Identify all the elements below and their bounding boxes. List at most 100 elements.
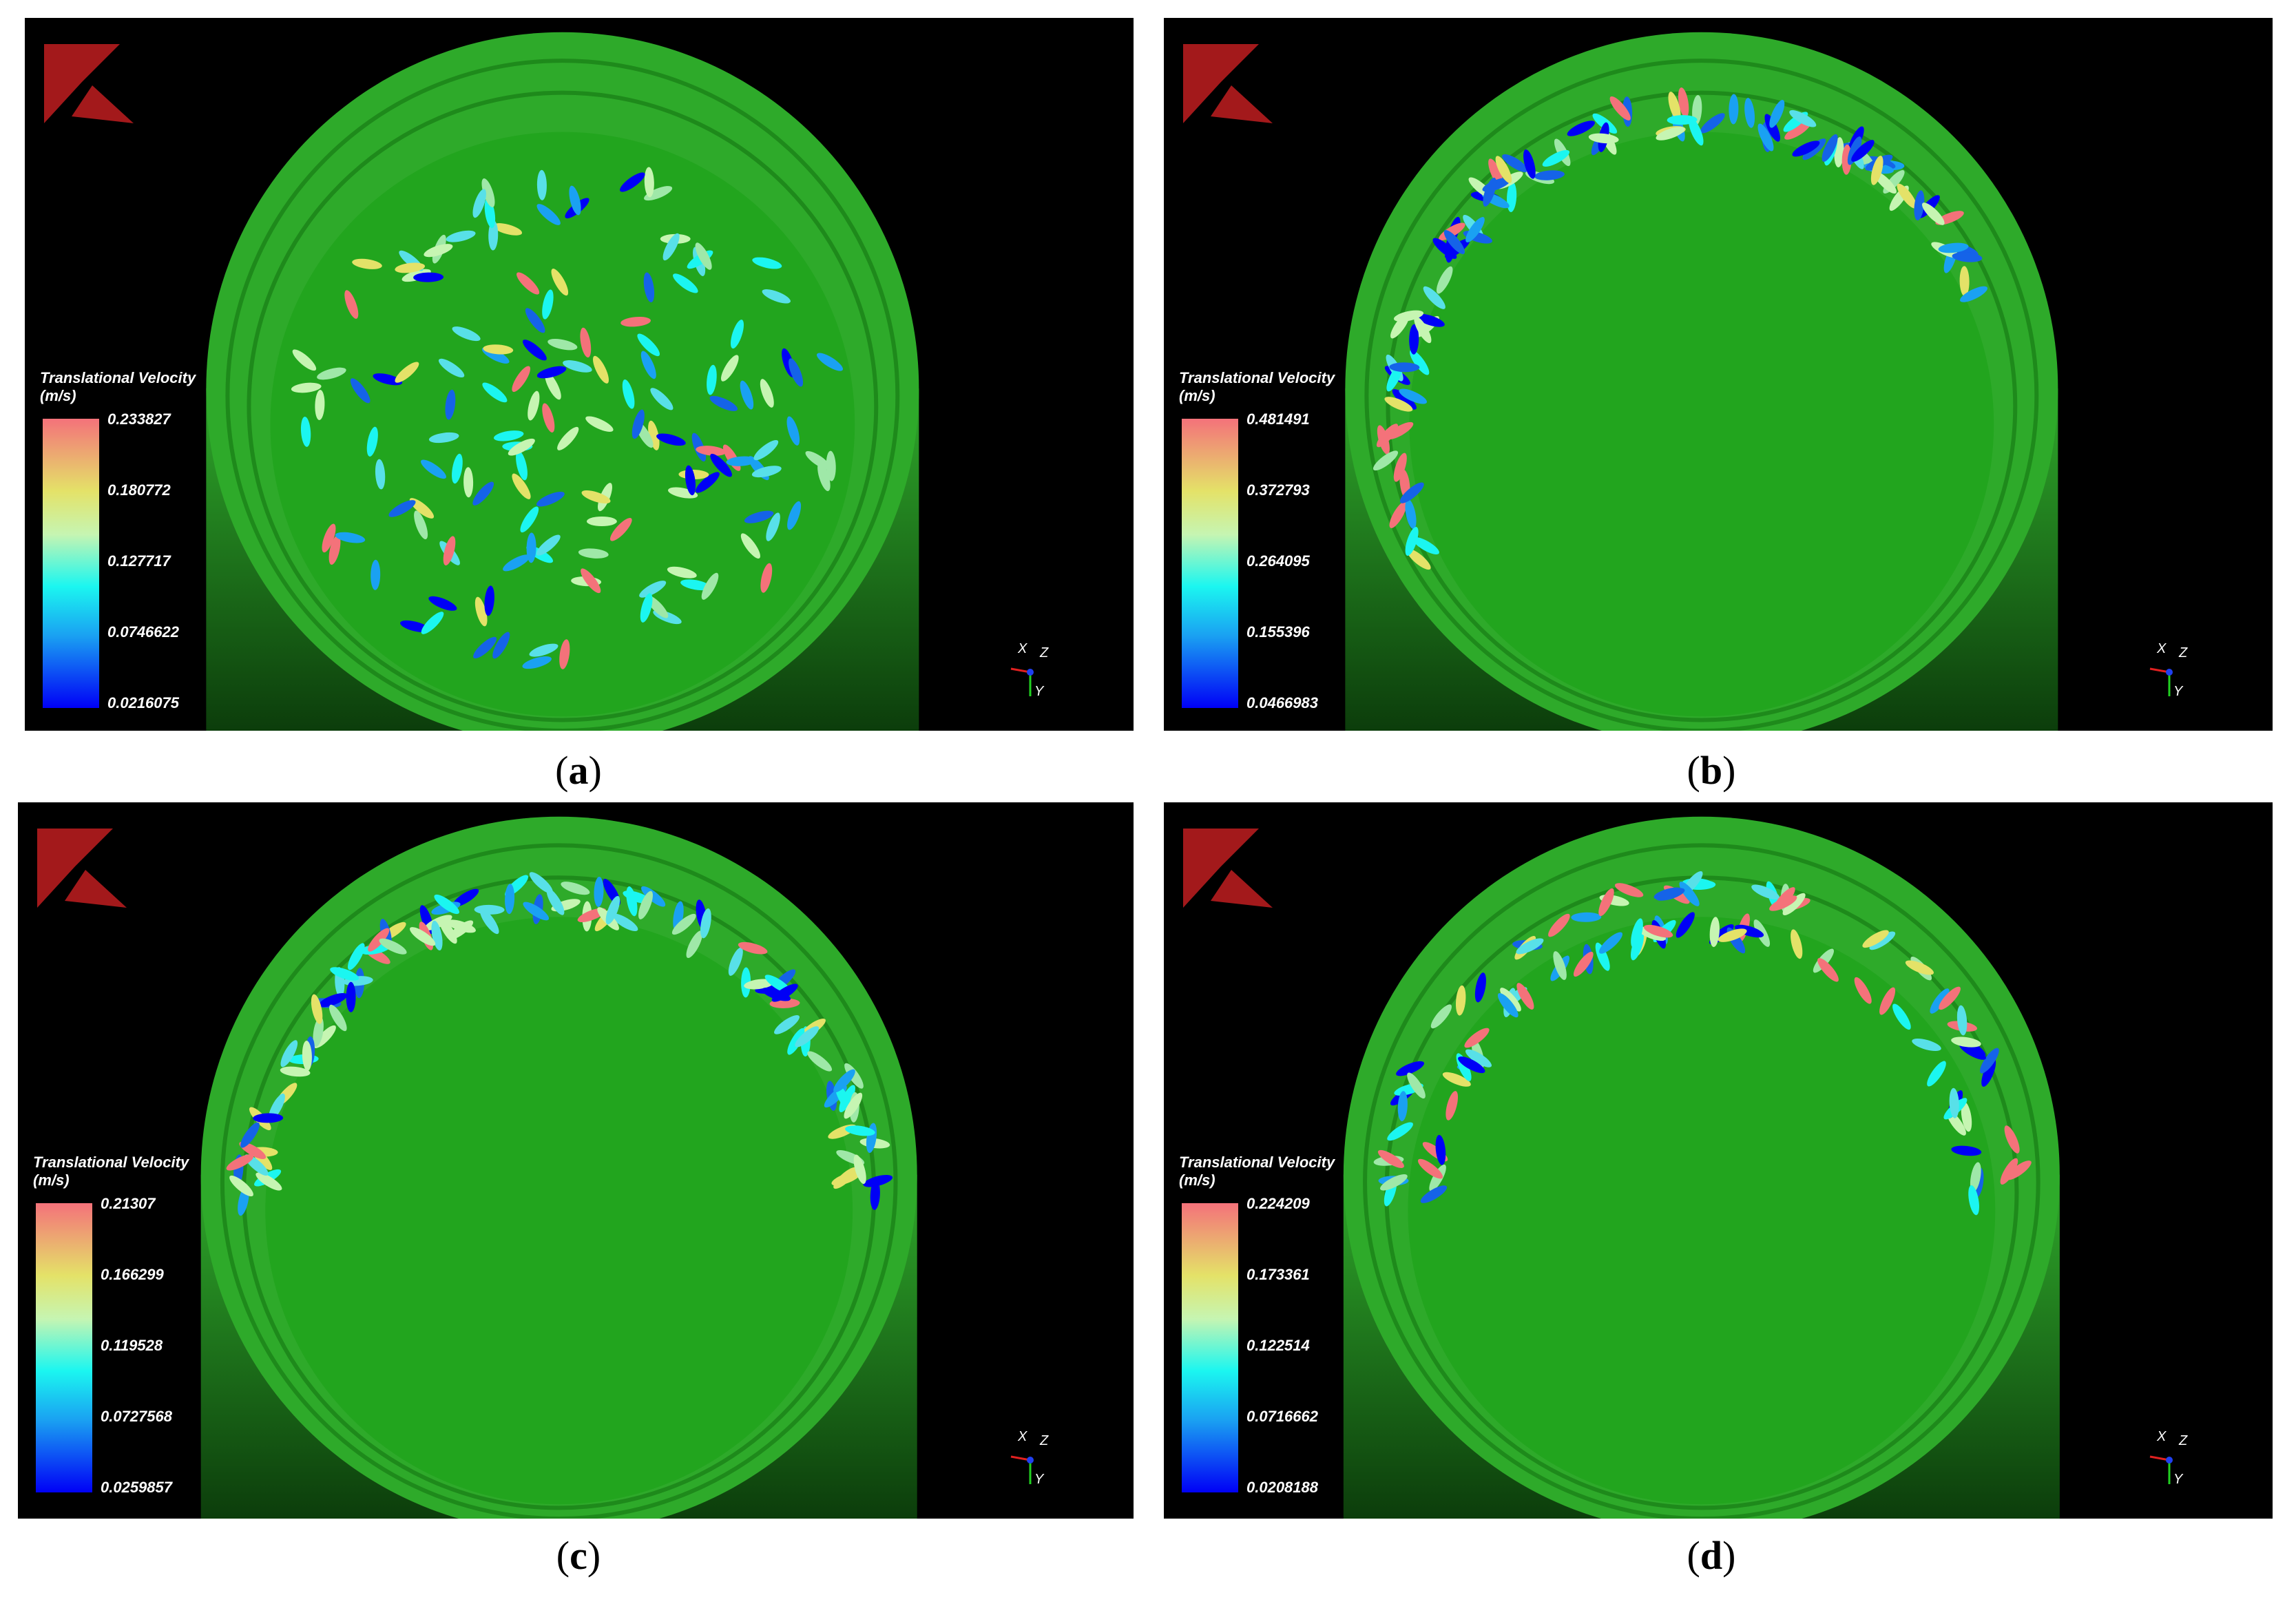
particle: [1847, 136, 1862, 165]
particle: [1734, 924, 1764, 938]
particle: [1523, 149, 1536, 179]
particle: [472, 481, 494, 506]
particle: [626, 886, 638, 917]
particle: [741, 967, 751, 998]
particle: [1949, 1087, 1959, 1118]
particle: [482, 382, 508, 403]
particle: [452, 453, 463, 484]
particle: [730, 320, 744, 349]
particle: [1412, 537, 1439, 554]
particle: [1679, 882, 1700, 906]
particle: [1851, 140, 1875, 162]
particle: [1409, 324, 1419, 355]
axis-triad-icon: [2149, 1455, 2173, 1484]
particle: [1405, 499, 1417, 530]
particle: [1432, 238, 1457, 259]
particle: [428, 432, 459, 444]
particle: [322, 523, 336, 553]
particle: [280, 1040, 298, 1067]
particle: [1553, 951, 1567, 980]
legend-tick-label: 0.155396: [1246, 623, 1310, 640]
particle: [483, 344, 514, 355]
particle: [313, 1017, 324, 1047]
particle: [644, 186, 673, 201]
particle: [686, 930, 703, 959]
particle: [680, 579, 711, 591]
particle: [762, 289, 791, 304]
particle: [1930, 988, 1950, 1014]
particle: [774, 1015, 800, 1034]
software-logo: [44, 44, 134, 123]
particle: [536, 204, 561, 225]
particle: [650, 388, 674, 410]
particle: [787, 1028, 805, 1055]
particle: [853, 1154, 866, 1185]
particle: [424, 244, 453, 258]
particle: [1729, 94, 1739, 125]
particle: [395, 262, 426, 273]
particle: [1571, 912, 1602, 922]
particle: [1389, 362, 1420, 373]
legend-tick-label: 0.481491: [1246, 410, 1310, 428]
particle: [1879, 987, 1896, 1015]
particle: [240, 1122, 260, 1148]
legend-tick-label: 0.166299: [101, 1266, 164, 1283]
particle: [536, 534, 561, 556]
axis-x-label: X: [1018, 1429, 1027, 1444]
particle: [328, 535, 341, 565]
particle: [760, 379, 774, 408]
colormap-bar: [1182, 419, 1238, 708]
particle: [438, 358, 465, 378]
axis-y-label: Y: [1034, 1472, 1044, 1487]
legend-tick-label: 0.0716662: [1246, 1408, 1318, 1425]
particle: [1921, 202, 1945, 225]
legend-tick-label: 0.0208188: [1246, 1479, 1318, 1496]
particle: [1668, 92, 1681, 121]
particle: [728, 947, 743, 976]
particle: [586, 517, 617, 526]
particle: [479, 908, 499, 935]
particle: [807, 1051, 833, 1072]
particle: [789, 358, 804, 387]
particle: [1870, 156, 1883, 185]
axis-z-label: Z: [2179, 645, 2188, 660]
particle: [1548, 913, 1570, 937]
particle: [375, 459, 386, 490]
particle: [484, 585, 494, 616]
particle: [1420, 1185, 1448, 1203]
particle: [1377, 1149, 1404, 1168]
particle: [472, 189, 486, 218]
particle: [445, 389, 456, 420]
particle: [452, 888, 479, 907]
particle: [1769, 895, 1797, 911]
particle: [639, 581, 667, 598]
particle: [685, 465, 696, 496]
particle: [1399, 482, 1424, 503]
particle: [1567, 121, 1595, 136]
particle: [2006, 1160, 2032, 1180]
particle: [578, 548, 609, 559]
particle: [512, 366, 531, 393]
particle: [656, 433, 686, 446]
particle: [637, 333, 660, 357]
particle: [826, 450, 836, 481]
particle: [760, 563, 773, 593]
legend-title-text: Translational Velocity: [40, 369, 196, 386]
velocity-legend: Translational Velocity (m/s) 0.224209 0.173…: [1179, 1154, 1386, 1512]
particle: [1914, 190, 1925, 221]
particle: [662, 233, 680, 261]
particle: [373, 373, 403, 386]
particle: [1399, 388, 1427, 404]
particle: [1631, 918, 1643, 948]
particle: [805, 450, 831, 470]
legend-title: Translational Velocity (m/s): [40, 369, 196, 405]
particle: [1397, 1091, 1408, 1122]
particle: [366, 426, 378, 457]
particle: [1630, 931, 1645, 961]
particle: [526, 532, 536, 563]
particle: [1789, 110, 1817, 127]
particle: [1455, 985, 1466, 1016]
axis-y-label: Y: [2173, 684, 2183, 699]
